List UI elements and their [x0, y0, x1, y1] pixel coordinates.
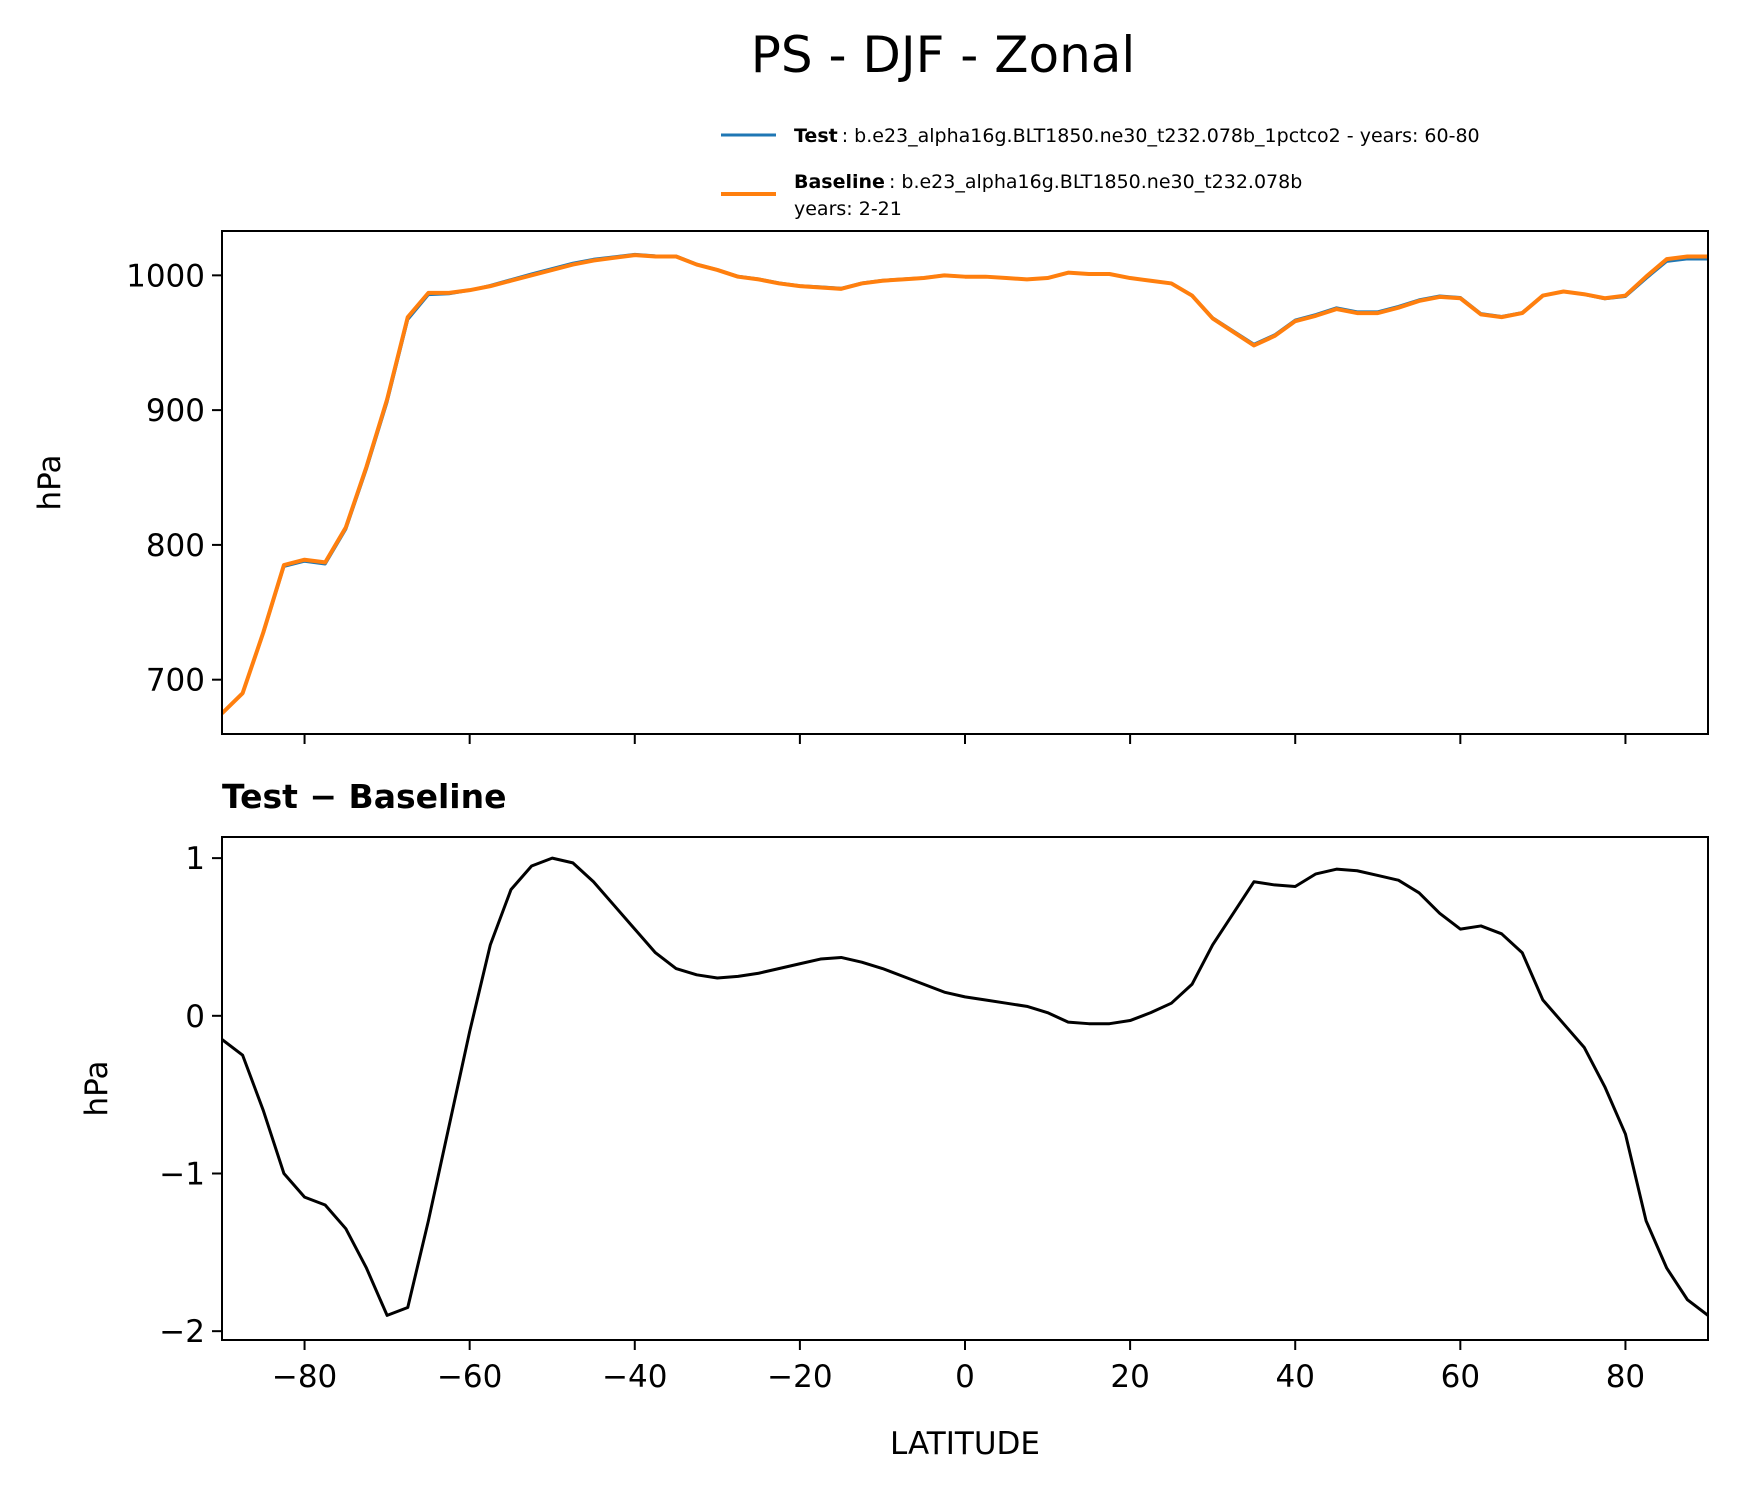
x-axis-label: LATITUDE: [890, 1426, 1040, 1462]
x-tick-label: 0: [955, 1359, 975, 1395]
y-tick-label: 800: [146, 528, 205, 564]
legend-name: Test: [794, 125, 838, 147]
y-tick-label: 1000: [126, 258, 205, 294]
x-tick-label: −60: [437, 1359, 502, 1395]
x-tick-label: 40: [1275, 1359, 1314, 1395]
data-line: [222, 253, 1708, 715]
x-tick-label: −20: [767, 1359, 832, 1395]
x-tick-label: −80: [272, 1359, 337, 1395]
y-tick-label: 0: [185, 999, 205, 1035]
chart-title: PS - DJF - Zonal: [751, 26, 1136, 84]
y-tick-label: 700: [146, 663, 205, 699]
legend-text: years: 2-21: [794, 198, 902, 220]
x-tick-label: 80: [1606, 1359, 1645, 1395]
axes-frame: [221, 836, 1709, 1341]
y-tick-label: −2: [159, 1314, 205, 1350]
panel-title: Test − Baseline: [222, 777, 507, 816]
legend-text: : b.e23_alpha16g.BLT1850.ne30_t232.078b: [889, 171, 1302, 193]
y-tick-label: 900: [146, 393, 205, 429]
legend-text: : b.e23_alpha16g.BLT1850.ne30_t232.078b_…: [842, 125, 1480, 147]
y-tick-label: −1: [159, 1156, 205, 1192]
y-axis-label: hPa: [79, 1061, 115, 1117]
data-line: [222, 856, 1708, 1317]
x-tick-label: −40: [602, 1359, 667, 1395]
legend-name: Baseline: [794, 171, 885, 193]
y-tick-label: 1: [185, 841, 205, 877]
y-axis-label: hPa: [32, 455, 68, 511]
x-tick-label: 60: [1441, 1359, 1480, 1395]
axes-frame: [221, 230, 1709, 735]
x-tick-label: 20: [1110, 1359, 1149, 1395]
